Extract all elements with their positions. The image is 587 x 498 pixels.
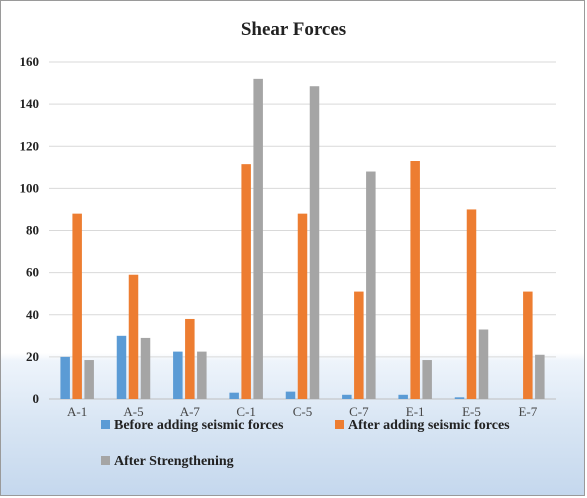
x-tick-label: C-1 [236,404,256,419]
x-tick-label: C-7 [349,404,369,419]
y-tick-label: 160 [20,54,40,69]
legend-swatch [335,420,344,429]
bar [285,391,296,399]
bar [72,213,82,399]
bar [398,394,408,399]
y-tick-label: 120 [20,138,40,153]
bar [185,318,195,399]
x-tick-label: E-1 [406,404,425,419]
bar [128,274,139,399]
y-tick-label: 100 [20,180,40,195]
bar [253,78,263,399]
bar [478,329,489,399]
legend-swatch [101,420,110,429]
legend-label: After Strengthening [114,454,234,469]
bar [422,360,432,399]
bar [342,394,352,399]
bar [229,392,239,399]
bar [466,209,477,399]
bar [523,291,533,399]
bar [84,360,94,399]
bar [410,160,420,399]
bar [173,351,183,399]
legend-label: Before adding seismic forces [114,418,284,433]
bar [116,335,127,399]
legend-label: After adding seismic forces [348,418,510,433]
x-tick-label: C-5 [293,404,313,419]
x-tick-label: E-5 [462,404,481,419]
y-tick-label: 20 [26,349,39,364]
x-tick-label: A-5 [123,404,143,419]
bar [454,397,465,399]
bar [60,356,70,399]
y-tick-label: 80 [26,223,39,238]
bar [535,354,545,399]
bar [366,171,376,399]
x-tick-label: E-7 [518,404,537,419]
y-tick-label: 60 [26,265,39,280]
bar [309,86,320,400]
chart-title: Shear Forces [240,19,347,40]
bar [197,351,207,399]
x-tick-label: A-7 [180,404,201,419]
bar [354,291,364,399]
y-tick-label: 40 [26,307,39,322]
legend-swatch [101,456,110,465]
y-tick-label: 0 [33,391,40,406]
bar [241,164,251,399]
bar [297,213,308,399]
bar [140,337,151,399]
y-tick-label: 140 [20,96,40,111]
x-tick-label: A-1 [67,404,87,419]
